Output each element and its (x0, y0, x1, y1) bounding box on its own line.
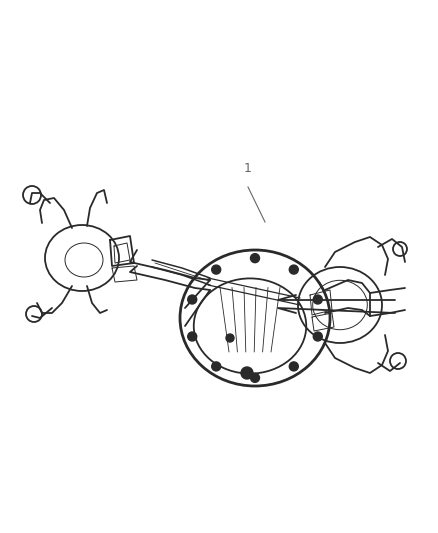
Circle shape (313, 332, 322, 341)
Circle shape (251, 254, 259, 263)
Circle shape (188, 295, 197, 304)
Circle shape (289, 265, 298, 274)
Circle shape (212, 265, 221, 274)
Circle shape (241, 367, 253, 379)
Circle shape (251, 373, 259, 382)
Circle shape (226, 334, 234, 342)
Text: 1: 1 (244, 162, 252, 175)
Circle shape (289, 362, 298, 371)
Circle shape (188, 332, 197, 341)
Circle shape (313, 295, 322, 304)
Circle shape (212, 362, 221, 371)
